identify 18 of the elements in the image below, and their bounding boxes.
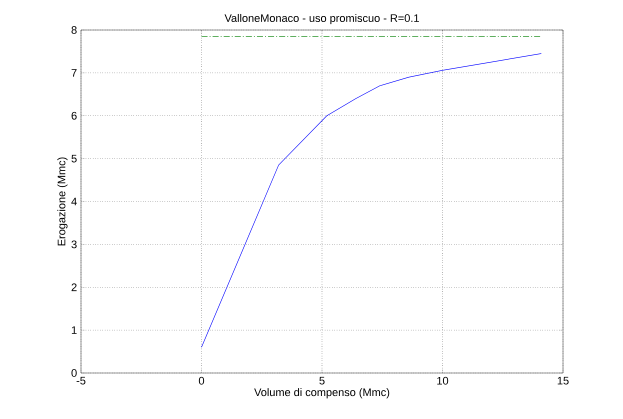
y-tick-label: 0	[71, 369, 77, 377]
y-tick-label: 5	[71, 154, 77, 162]
x-tick-label: 15	[558, 376, 569, 384]
y-tick-label: 1	[72, 326, 77, 334]
x-tick-label: -5	[76, 376, 86, 384]
line-series	[201, 53, 542, 348]
y-tick-label: 7	[72, 69, 77, 77]
y-tick-label: 3	[71, 240, 77, 248]
y-tick-label: 4	[71, 198, 77, 206]
y-tick-label: 6	[72, 112, 77, 120]
x-axis-title: Volume di compenso (Mmc)	[254, 388, 390, 398]
y-axis-title: Erogazione (Mmc)	[57, 157, 68, 246]
x-tick-label: 5	[319, 376, 325, 384]
x-tick-label: 0	[198, 376, 204, 385]
chart-title: ValloneMonaco - uso promiscuo - R=0.1	[224, 14, 419, 24]
x-tick-label: 10	[437, 376, 448, 385]
y-tick-label: 8	[72, 26, 77, 34]
y-tick-label: 2	[72, 283, 77, 292]
